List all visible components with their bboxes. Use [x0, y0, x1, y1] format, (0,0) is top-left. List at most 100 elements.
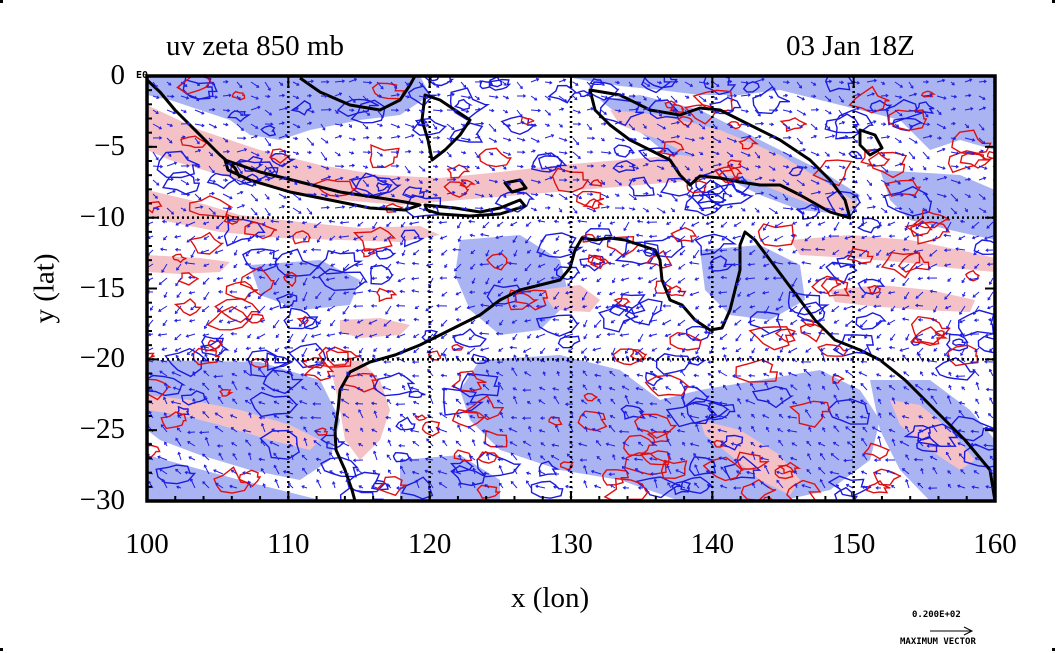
wind-vector-arrow: [890, 305, 896, 312]
wind-vector-arrow: [628, 178, 637, 183]
wind-vector-arrow: [479, 347, 490, 352]
wind-vector-arrow: [678, 263, 686, 270]
wind-vector-arrow: [166, 177, 174, 182]
wind-vector-arrow: [735, 470, 742, 475]
wind-vector-arrow: [611, 277, 616, 284]
wind-vector-arrow: [566, 387, 574, 391]
wind-vector-arrow: [740, 93, 751, 97]
wind-vector-arrow: [232, 398, 238, 405]
wind-vector-arrow: [488, 137, 498, 143]
wind-vector-arrow: [875, 319, 882, 326]
wind-vector-arrow: [436, 303, 448, 308]
positive-contour: [269, 148, 291, 164]
wind-vector-arrow: [222, 149, 230, 154]
wind-vector-arrow: [926, 387, 938, 392]
wind-vector-arrow: [385, 483, 392, 489]
wind-vector-arrow: [946, 354, 952, 363]
wind-vector-arrow: [698, 123, 706, 130]
negative-contour: [645, 371, 663, 387]
positive-contour: [862, 442, 890, 460]
positive-contour: [846, 247, 874, 264]
wind-vector-arrow: [698, 109, 704, 114]
wind-vector-arrow: [917, 352, 924, 363]
wind-vector-arrow: [526, 480, 532, 489]
wind-vector-arrow: [866, 135, 874, 140]
wind-vector-arrow: [833, 380, 840, 391]
wind-vector-arrow: [768, 165, 776, 171]
wind-vector-arrow: [726, 137, 738, 143]
wind-vector-arrow: [446, 137, 454, 142]
wind-vector-arrow: [833, 319, 840, 324]
wind-vector-arrow: [469, 387, 476, 391]
wind-vector-arrow: [936, 175, 948, 181]
wind-vector-arrow: [803, 305, 812, 310]
wind-vector-arrow: [485, 277, 490, 285]
wind-vector-arrow: [642, 207, 650, 213]
wind-vector-arrow: [440, 319, 448, 327]
wind-vector-arrow: [218, 347, 224, 356]
wind-vector-arrow: [877, 398, 882, 405]
wind-vector-arrow: [553, 219, 560, 224]
wind-vector-arrow: [442, 401, 448, 405]
wind-vector-arrow: [726, 123, 734, 129]
negative-contour: [855, 312, 887, 331]
wind-vector-arrow: [665, 386, 672, 391]
wind-vector-arrow: [845, 415, 854, 420]
wind-vector-arrow: [878, 412, 882, 419]
wind-vector-arrow: [901, 415, 910, 419]
wind-vector-arrow: [467, 425, 476, 433]
wind-vector-arrow: [170, 400, 182, 405]
wind-vector-arrow: [922, 207, 928, 212]
wind-vector-arrow: [362, 205, 368, 209]
wind-vector-arrow: [808, 426, 812, 433]
wind-vector-arrow: [320, 205, 330, 210]
wind-vector-arrow: [950, 193, 959, 202]
wind-vector-arrow: [502, 81, 507, 86]
positive-contour: [820, 278, 850, 297]
wind-vector-arrow: [264, 109, 273, 116]
wind-vector-arrow: [894, 81, 904, 88]
wind-vector-arrow: [684, 165, 690, 171]
positive-contour: [476, 484, 502, 499]
x-tick-label: 110: [267, 528, 310, 560]
wind-vector-arrow: [250, 134, 258, 139]
positive-vorticity-band: [790, 235, 995, 272]
wind-vector-arrow: [587, 164, 595, 168]
wind-vector-arrow: [646, 220, 658, 225]
wind-vector-arrow: [852, 106, 860, 111]
wind-vector-arrow: [175, 437, 182, 447]
wind-vector-arrow: [751, 221, 756, 226]
wind-vector-arrow: [642, 151, 648, 157]
wind-vector-arrow: [908, 92, 918, 97]
negative-contour: [834, 109, 874, 140]
wind-vector-arrow: [432, 108, 444, 113]
wind-vector-arrow: [242, 428, 252, 433]
wind-vector-arrow: [876, 333, 882, 339]
wind-vector-arrow: [163, 382, 168, 391]
wind-vector-arrow: [800, 247, 812, 252]
wind-vector-arrow: [316, 263, 322, 270]
wind-vector-arrow: [553, 291, 560, 300]
wind-vector-arrow: [474, 135, 481, 139]
positive-contour: [244, 221, 278, 240]
wind-vector-arrow: [666, 347, 672, 351]
wind-vector-arrow: [526, 277, 532, 286]
wind-vector-arrow: [778, 413, 784, 419]
wind-vector-arrow: [455, 291, 462, 296]
wind-vector-arrow: [177, 414, 182, 419]
wind-vector-arrow: [852, 193, 859, 198]
wind-vector-arrow: [174, 333, 182, 341]
wind-vector-arrow: [845, 483, 854, 489]
wind-vector-arrow: [975, 381, 980, 391]
wind-vector-arrow: [582, 370, 588, 377]
wind-vector-arrow: [915, 303, 924, 308]
negative-contour: [395, 416, 416, 431]
wind-vector-arrow: [255, 234, 266, 239]
positive-contour: [147, 352, 155, 360]
wind-vector-arrow: [917, 482, 924, 489]
wind-vector-arrow: [889, 263, 896, 268]
y-tick-label: 0: [110, 59, 126, 91]
negative-contour: [373, 372, 416, 397]
wind-vector-arrow: [790, 233, 798, 238]
wind-vector-arrow: [824, 179, 834, 185]
